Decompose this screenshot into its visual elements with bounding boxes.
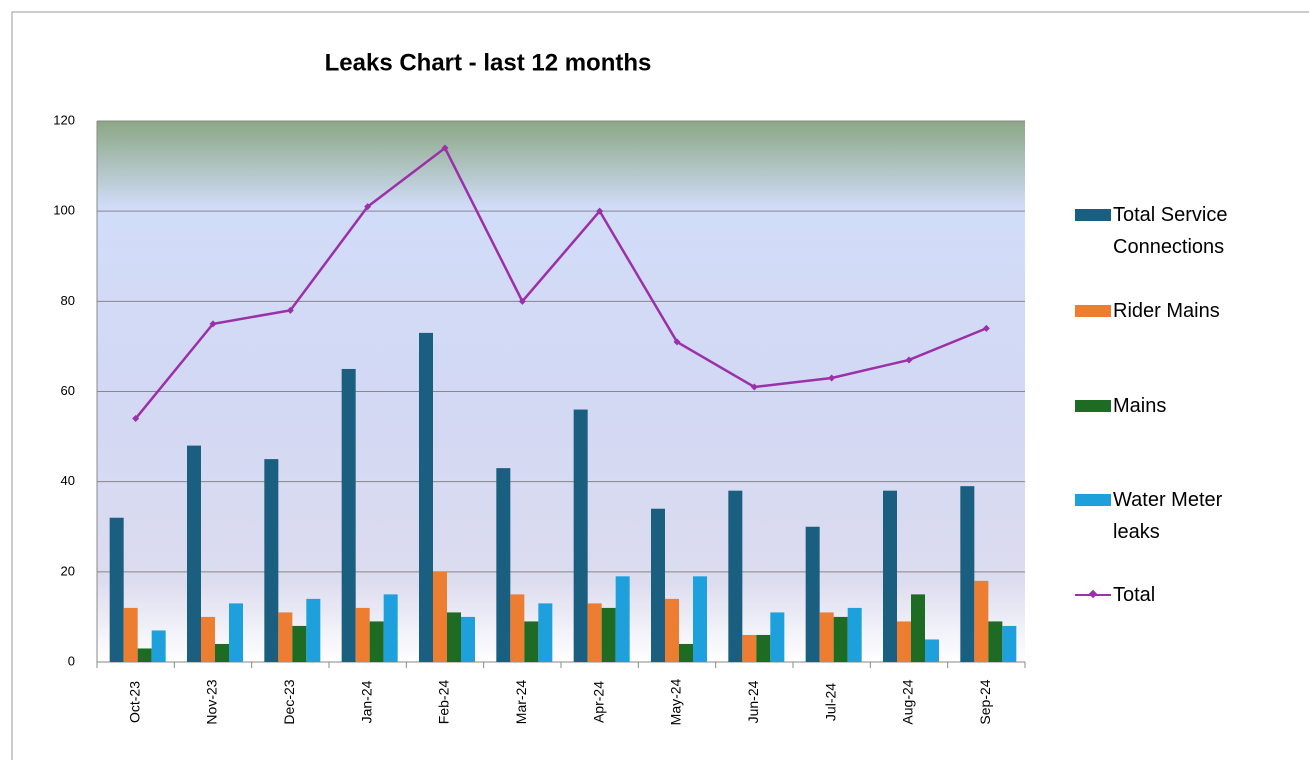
y-tick-label: 40 [61,473,75,488]
bar [615,576,630,662]
legend-label: Water Meter leaks [1113,489,1223,543]
bar [756,634,771,662]
frame-border [11,11,1309,760]
legend-swatch [1075,400,1111,412]
bar [651,508,665,662]
x-tick-label: Dec-23 [281,679,297,724]
legend-label: Total Service Connections [1113,204,1228,258]
legend-swatch [1075,494,1111,506]
x-tick-label: Nov-23 [204,679,220,724]
legend-swatch [1075,305,1111,317]
x-tick-label: Apr-24 [590,681,606,723]
x-tick-label: Mar-24 [513,680,529,725]
bar [215,643,229,662]
chart-title: Leaks Chart - last 12 months [325,49,652,76]
line [134,146,987,420]
bar [665,598,679,662]
bar [447,612,461,662]
line-marker [209,320,217,328]
bar [847,607,862,662]
x-tick-label: Sep-24 [977,679,993,724]
bar [897,621,911,662]
legend-item: Water Meter leaks [1075,484,1275,548]
y-tick-label: 100 [53,203,75,218]
legend-label: Total [1113,584,1156,606]
legend-item: Total Service Connections [1075,199,1275,263]
line-marker [441,144,449,152]
bar [679,643,693,662]
bar [187,445,201,662]
legend-item: Mains [1075,390,1275,422]
bar [1002,625,1017,662]
legend-label: Mains [1113,395,1167,417]
legend-item: Rider Mains [1075,295,1275,327]
bar [306,598,321,662]
bar [524,621,539,662]
bar [461,616,475,662]
bar [988,621,1003,662]
bar [369,621,384,662]
bar [925,639,939,662]
bar [833,616,848,662]
x-tick-label: Jan-24 [358,680,374,723]
bar [510,594,525,662]
x-tick-label: May-24 [668,678,684,725]
legend-label: Rider Mains [1113,300,1220,322]
bar [201,616,215,662]
bar [573,409,588,662]
line-marker [596,207,604,215]
bar [109,517,124,662]
line-marker [364,203,372,211]
bar [292,625,307,662]
legend-swatch [1075,209,1111,221]
bar [123,607,138,662]
bar [693,576,707,662]
x-tick-label: Aug-24 [900,679,916,724]
bar [728,490,743,662]
y-tick-label: 120 [53,112,75,127]
y-tick-label: 20 [61,563,75,578]
y-tick-label: 0 [68,653,75,668]
y-tick-label: 80 [61,293,75,308]
bar [770,612,785,662]
bar [805,526,820,662]
bar [341,368,356,662]
bar [264,459,279,662]
bar [419,332,433,662]
bar [819,612,834,662]
bar [355,607,370,662]
bar [974,580,989,662]
x-tick-label: Jul-24 [822,683,838,721]
line-marker [750,383,758,391]
bar [496,468,511,662]
bar [883,490,897,662]
x-tick-label: Oct-23 [126,681,142,723]
line-marker [132,415,140,423]
legend-swatch [1075,589,1111,599]
x-tick-label: Feb-24 [436,680,452,725]
line-marker [518,297,526,305]
bar [587,603,602,662]
bar [151,630,166,662]
bar [137,648,152,662]
y-tick-label: 60 [61,383,75,398]
bar [229,603,243,662]
bar [433,571,447,662]
bar [538,603,553,662]
bar [742,634,757,662]
bar [383,594,398,662]
bar [911,594,925,662]
bar [278,612,293,662]
x-tick-label: Jun-24 [745,680,761,723]
bar [960,486,975,662]
legend-item: Total [1075,579,1275,611]
bar [601,607,616,662]
line-marker [673,338,681,346]
line-marker [286,306,294,314]
line-marker [905,356,913,364]
line-marker [982,324,990,332]
line-marker [828,374,836,382]
